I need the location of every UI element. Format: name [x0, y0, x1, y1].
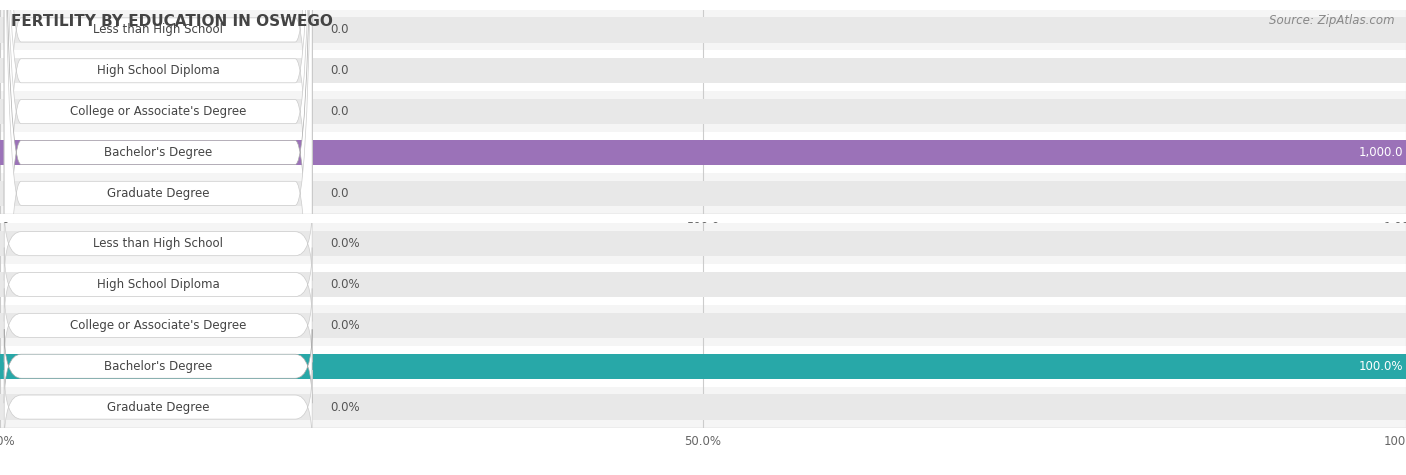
Text: College or Associate's Degree: College or Associate's Degree [70, 105, 246, 118]
Bar [0, 10, 1406, 50]
FancyBboxPatch shape [4, 0, 312, 475]
Text: 0.0: 0.0 [330, 105, 349, 118]
Text: High School Diploma: High School Diploma [97, 278, 219, 291]
Text: 0.0%: 0.0% [330, 319, 360, 332]
Bar [0, 264, 1406, 305]
FancyBboxPatch shape [4, 247, 312, 322]
FancyBboxPatch shape [4, 288, 312, 362]
Text: 100.0%: 100.0% [1358, 360, 1403, 373]
Bar [0, 91, 1406, 132]
Text: 0.0%: 0.0% [330, 400, 360, 414]
Bar [0, 272, 1406, 297]
Text: 1,000.0: 1,000.0 [1358, 146, 1403, 159]
Text: Graduate Degree: Graduate Degree [107, 400, 209, 414]
Bar [0, 231, 1406, 256]
Text: Bachelor's Degree: Bachelor's Degree [104, 146, 212, 159]
Text: College or Associate's Degree: College or Associate's Degree [70, 319, 246, 332]
Bar [0, 305, 1406, 346]
Bar [0, 313, 1406, 338]
Bar [0, 132, 1406, 173]
Text: 0.0: 0.0 [330, 23, 349, 37]
Bar [0, 140, 1406, 165]
Text: Graduate Degree: Graduate Degree [107, 187, 209, 200]
Bar [0, 180, 1406, 206]
Text: Source: ZipAtlas.com: Source: ZipAtlas.com [1270, 14, 1395, 27]
Bar [0, 394, 1406, 420]
FancyBboxPatch shape [4, 0, 312, 475]
Bar [0, 50, 1406, 91]
Bar [0, 346, 1406, 387]
FancyBboxPatch shape [4, 0, 312, 475]
Text: Less than High School: Less than High School [93, 23, 224, 37]
FancyBboxPatch shape [4, 329, 312, 403]
Bar [0, 173, 1406, 214]
FancyBboxPatch shape [4, 0, 312, 475]
Text: 0.0%: 0.0% [330, 237, 360, 250]
FancyBboxPatch shape [4, 370, 312, 444]
Bar [0, 223, 1406, 264]
Text: 0.0: 0.0 [330, 187, 349, 200]
Text: 0.0: 0.0 [330, 64, 349, 77]
Text: 0.0%: 0.0% [330, 278, 360, 291]
Bar [0, 99, 1406, 124]
Bar [0, 387, 1406, 428]
Text: High School Diploma: High School Diploma [97, 64, 219, 77]
FancyBboxPatch shape [4, 207, 312, 281]
Bar [0, 58, 1406, 84]
Bar [0, 17, 1406, 43]
Text: Bachelor's Degree: Bachelor's Degree [104, 360, 212, 373]
Bar [0, 140, 1406, 165]
Text: Less than High School: Less than High School [93, 237, 224, 250]
Text: FERTILITY BY EDUCATION IN OSWEGO: FERTILITY BY EDUCATION IN OSWEGO [11, 14, 333, 29]
FancyBboxPatch shape [4, 0, 312, 475]
Bar [0, 353, 1406, 379]
Bar [0, 353, 1406, 379]
